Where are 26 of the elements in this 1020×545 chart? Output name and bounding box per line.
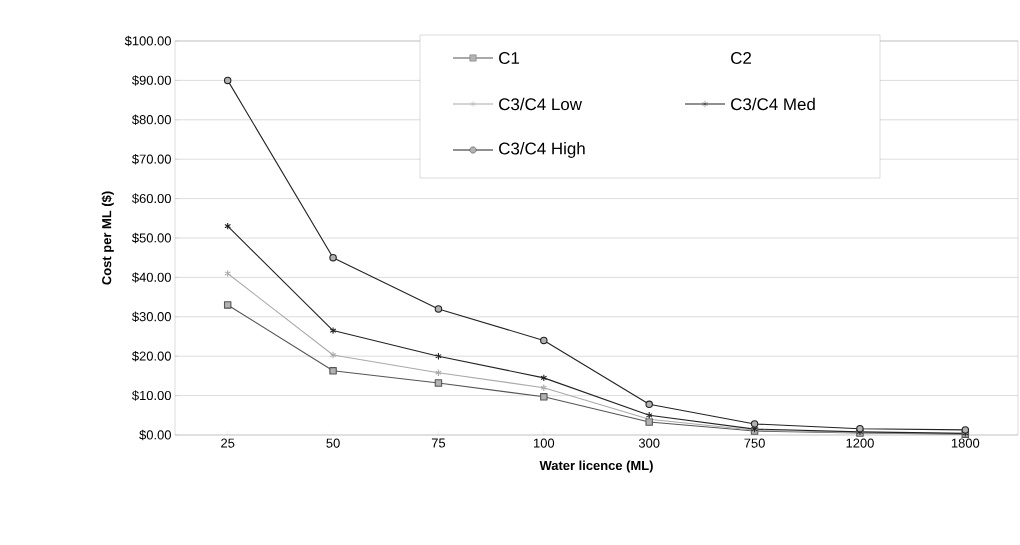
- y-tick-label: $80.00: [132, 114, 171, 126]
- y-tick-label: $30.00: [132, 311, 171, 323]
- x-tick-label: 100: [534, 438, 555, 448]
- y-tick-label: $50.00: [132, 232, 171, 244]
- legend-label: C1: [499, 52, 520, 64]
- x-tick-label: 1200: [846, 438, 874, 448]
- x-axis-title: Water licence (ML): [539, 460, 653, 473]
- legend-label: C3/C4 Med: [731, 97, 815, 111]
- y-tick-label: $70.00: [132, 153, 171, 165]
- y-tick-label: $0.00: [139, 429, 171, 441]
- y-tick-label: $100.00: [124, 35, 171, 47]
- legend-label: C3/C4 Low: [499, 97, 582, 111]
- y-axis-title: Cost per ML ($): [101, 191, 114, 285]
- text: C2: [731, 52, 751, 64]
- y-tick-label: $60.00: [132, 193, 171, 204]
- y-tick-label: $90.00: [132, 75, 171, 86]
- x-tick-label: 25: [221, 438, 235, 448]
- legend-label: C3/C4 High: [499, 142, 585, 158]
- y-tick-label: $20.00: [132, 350, 171, 362]
- y-tick-label: $40.00: [132, 272, 171, 283]
- x-tick-label: 50: [326, 438, 340, 448]
- x-tick-label: 750: [744, 438, 765, 448]
- x-tick-label: 75: [431, 438, 446, 448]
- x-tick-label: 300: [638, 438, 660, 448]
- y-tick-label: $10.00: [132, 390, 171, 401]
- x-tick-label: 1800: [951, 438, 980, 448]
